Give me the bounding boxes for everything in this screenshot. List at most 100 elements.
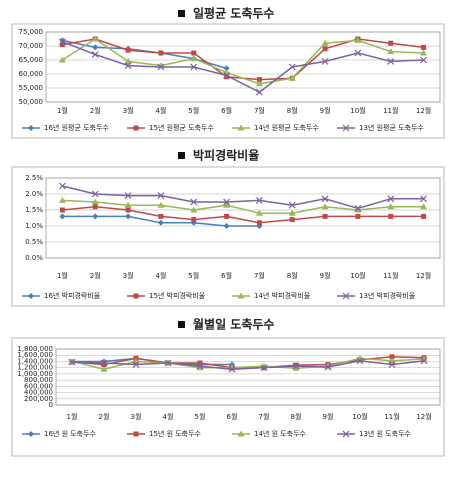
marker [420,203,428,210]
marker [92,204,98,210]
marker [28,293,34,299]
chart-title: 일평균 도축두수 [193,6,274,21]
marker [354,206,362,213]
legend-label: 15년 원평균 도축두수 [149,123,214,132]
y-tick-label: 0 [49,401,53,409]
marker [223,201,231,208]
marker [164,359,172,367]
legend-label: 14년 박피경락비율 [254,291,311,300]
x-tick-label: 9월 [323,412,334,421]
marker [157,219,164,226]
y-tick-label: 1,000,000 [17,370,53,378]
x-tick-label: 8월 [291,412,302,421]
x-tick-label: 3월 [123,106,134,115]
marker [237,292,245,299]
marker [91,198,99,205]
x-tick-label: 10월 [352,412,367,421]
marker [196,362,204,370]
y-tick-label: 600,000 [24,382,53,390]
marker [101,362,107,368]
marker [91,50,99,58]
series-line [71,357,425,370]
marker [387,195,395,203]
marker [420,355,428,362]
series-line [62,185,424,210]
marker [420,195,428,203]
marker [388,213,394,219]
marker [133,293,139,299]
x-tick-label: 1월 [67,412,78,421]
marker [190,198,198,206]
y-tick-label: 1,200,000 [17,364,53,372]
marker [237,430,245,437]
marker [389,354,395,360]
y-tick-label: 400,000 [24,389,53,397]
marker [321,57,329,65]
marker [342,124,350,132]
chart-frame [11,23,445,139]
marker [420,56,428,64]
marker [322,46,328,52]
marker [292,364,300,371]
x-tick-label: 2월 [90,271,101,280]
marker [342,430,350,438]
marker [158,213,164,219]
marker [92,44,99,51]
marker [197,360,203,366]
marker [342,292,350,300]
y-tick-label: 1,400,000 [17,357,53,365]
y-tick-label: 65,000 [19,56,44,64]
x-tick-label: 8월 [287,106,298,115]
marker [255,209,263,216]
marker [100,359,108,367]
marker [125,213,132,220]
marker [255,80,263,87]
marker [223,65,230,72]
x-tick-label: 11월 [383,271,398,280]
x-tick-label: 9월 [320,271,331,280]
marker [321,195,329,203]
x-tick-label: 10월 [350,271,365,280]
x-tick-label: 12월 [416,106,431,115]
marker [191,50,197,56]
marker [223,198,231,206]
marker [157,192,165,200]
marker [132,361,140,368]
marker [324,363,332,371]
x-tick-label: 9월 [320,106,331,115]
legend-label: 13년 원평균 도축두수 [359,123,424,132]
marker [223,71,231,79]
marker [124,62,132,70]
marker [260,364,268,372]
y-tick-label: 0.5% [25,238,43,246]
marker [190,55,198,62]
x-tick-label: 10월 [350,106,365,115]
marker [288,74,296,81]
x-tick-label: 2월 [99,412,110,421]
marker [420,357,428,365]
marker [91,35,99,42]
marker [255,196,263,204]
legend-label: 13년 원 도축두수 [359,429,412,438]
series-line [62,206,424,224]
y-tick-label: 0.0% [25,254,43,262]
series-line [62,38,424,85]
marker [354,204,362,212]
plot-border [55,348,441,406]
marker [288,209,296,216]
marker [388,357,396,364]
marker [58,56,66,63]
marker [387,203,395,210]
marker [321,39,329,46]
x-tick-label: 2월 [90,106,101,115]
marker [228,365,236,373]
plot-border [45,177,441,259]
y-tick-label: 2.5% [25,174,43,182]
y-tick-label: 60,000 [19,70,44,78]
marker [28,125,34,131]
marker [125,207,131,213]
marker [289,217,295,223]
y-tick-label: 2.0% [25,190,43,198]
legend-label: 14년 원 도축두수 [254,429,307,438]
